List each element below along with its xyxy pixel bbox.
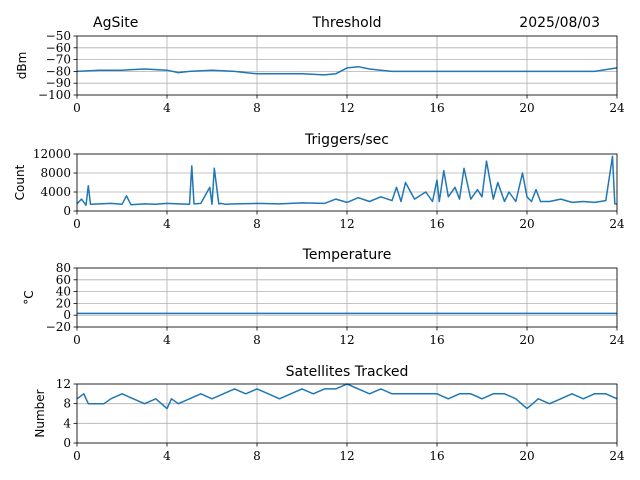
temperature-ytick-label: 60 [56,273,71,287]
satellites-ytick-label: 12 [56,377,71,391]
threshold-ytick-label: −70 [46,53,71,67]
satellites-xtick-label: 4 [163,449,171,463]
threshold-ytick-label: −80 [46,64,71,78]
threshold-chart: 0 4 8 12 16 20 24 −50−60−70−80−90−100 Threshold d… [15,15,625,115]
satellites-ylabel: Number [33,389,47,437]
triggers-ytick-label: 4000 [40,185,71,199]
report-date: 2025/08/03 [519,15,600,31]
threshold-xtick-label: 4 [163,101,171,115]
triggers-xtick-label: 12 [339,217,354,231]
chart-stack: 0 4 8 12 16 20 24 −50−60−70−80−90−100 Threshold d… [13,15,625,463]
temperature-title: Temperature [302,247,392,263]
temperature-xtick-label: 8 [253,333,261,347]
triggers-ylabel: Count [13,164,27,200]
triggers-xtick-label: 24 [609,217,625,231]
threshold-series-line [76,65,618,76]
satellites-ytick-label: 4 [63,416,71,430]
triggers-xtick-label: 4 [163,217,171,231]
satellites-xtick-label: 24 [609,449,625,463]
temperature-ytick-label: 80 [56,261,71,275]
satellites-xtick-label: 8 [253,449,261,463]
temperature-xtick-label: 24 [609,333,625,347]
satellites-ytick-label: 0 [63,436,71,450]
triggers-chart: 0 4 8 12 16 20 24 0 4000 8000 12000 Triggers/sec Cou… [13,132,625,231]
satellites-xtick-label: 0 [73,449,81,463]
threshold-xtick-label: 20 [519,101,534,115]
threshold-ytick-label: −100 [38,88,71,102]
satellites-xtick-label: 20 [519,449,534,463]
temperature-xtick-label: 20 [519,333,534,347]
threshold-ytick-label: −60 [46,41,71,55]
satellites-xtick-label: 12 [339,449,354,463]
satellites-ytick-label: 8 [63,397,71,411]
temperature-ylabel: °C [22,290,36,304]
threshold-xtick-label: 24 [609,101,625,115]
temperature-ytick-label: −20 [46,320,71,334]
satellites-xtick-label: 16 [429,449,444,463]
triggers-ytick-label: 12000 [33,147,71,161]
temperature-ytick-label: 20 [56,296,71,310]
triggers-xtick-label: 16 [429,217,444,231]
threshold-xtick-label: 16 [429,101,444,115]
temperature-ytick-label: 0 [63,308,71,322]
satellites-chart: 0 4 8 12 16 20 24 0 4 8 12 Satellites Tracked Number [33,364,625,463]
triggers-xtick-label: 20 [519,217,534,231]
temperature-xtick-label: 16 [429,333,444,347]
threshold-xtick-label: 8 [253,101,261,115]
triggers-xtick-label: 8 [253,217,261,231]
satellites-series-line [76,383,618,410]
temperature-ytick-label: 40 [56,285,71,299]
threshold-xtick-label: 12 [339,101,354,115]
triggers-xtick-label: 0 [73,217,81,231]
triggers-ytick-label: 0 [63,204,71,218]
threshold-ylabel: dBm [15,52,29,80]
triggers-ytick-label: 8000 [40,166,71,180]
triggers-title: Triggers/sec [304,132,389,148]
threshold-xtick-label: 0 [73,101,81,115]
satellites-title: Satellites Tracked [286,364,409,380]
threshold-ytick-label: −90 [46,76,71,90]
threshold-title: Threshold [312,15,382,31]
temperature-xtick-label: 0 [73,333,81,347]
temperature-xtick-label: 4 [163,333,171,347]
temperature-xtick-label: 12 [339,333,354,347]
site-name: AgSite [93,15,138,31]
threshold-ytick-label: −50 [46,29,71,43]
triggers-series-line [76,155,617,207]
